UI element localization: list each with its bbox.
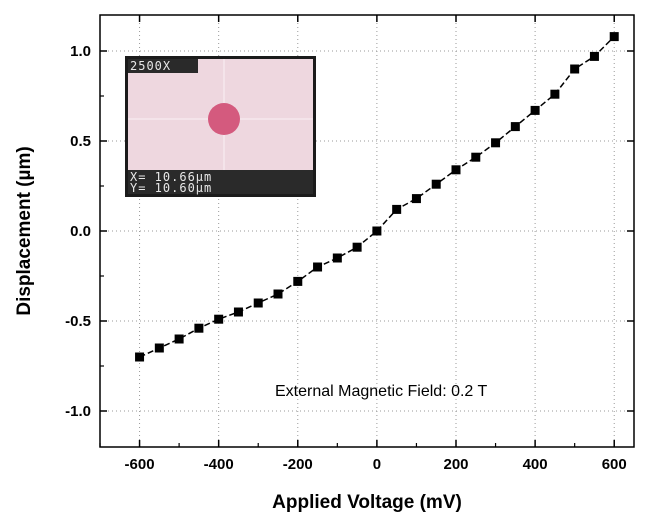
data-point bbox=[352, 242, 362, 252]
x-tick-label: -200 bbox=[283, 456, 313, 473]
data-point bbox=[293, 276, 303, 286]
magnification-badge bbox=[128, 59, 198, 73]
data-point bbox=[491, 138, 501, 148]
x-tick-label: 600 bbox=[602, 456, 627, 473]
y-tick-label: 0.0 bbox=[70, 223, 91, 240]
x-tick-labels: -600 -400 -200 0 200 400 600 bbox=[125, 456, 627, 473]
data-point bbox=[253, 298, 263, 308]
data-point bbox=[372, 226, 382, 236]
data-point bbox=[510, 122, 520, 132]
data-point bbox=[332, 253, 342, 263]
data-point bbox=[135, 352, 145, 362]
sample-dot bbox=[208, 103, 240, 135]
field-annotation: External Magnetic Field: 0.2 T bbox=[275, 383, 487, 400]
data-point bbox=[530, 105, 540, 115]
y-tick-label: -0.5 bbox=[65, 313, 91, 330]
data-point bbox=[570, 64, 580, 74]
x-tick-label: -400 bbox=[204, 456, 234, 473]
data-point bbox=[589, 51, 599, 61]
data-point bbox=[214, 314, 224, 324]
y-tick-label: 1.0 bbox=[70, 43, 91, 60]
data-point bbox=[471, 152, 481, 162]
y-tick-label: 0.5 bbox=[70, 133, 91, 150]
data-point bbox=[550, 89, 560, 99]
data-point bbox=[431, 179, 441, 189]
data-point bbox=[194, 323, 204, 333]
y-readout: Y= 10.60µm bbox=[130, 181, 212, 195]
magnification-label: 2500X bbox=[130, 59, 171, 73]
x-readout: X= 10.66µm bbox=[130, 170, 212, 184]
x-tick-label: 0 bbox=[373, 456, 381, 473]
microscope-inset: 2500X X= 10.66µm Y= 10.60µm bbox=[125, 56, 316, 197]
y-tick-label: -1.0 bbox=[65, 403, 91, 420]
data-point bbox=[273, 289, 283, 299]
readout-panel bbox=[128, 170, 313, 194]
series-markers bbox=[135, 32, 619, 362]
x-tick-label: -600 bbox=[125, 456, 155, 473]
data-point bbox=[451, 165, 461, 175]
axis-ticks bbox=[99, 15, 634, 447]
y-tick-labels: -1.0 -0.5 0.0 0.5 1.0 bbox=[65, 43, 91, 420]
data-point bbox=[609, 32, 619, 42]
data-point bbox=[392, 204, 402, 214]
data-point bbox=[313, 262, 323, 272]
data-point bbox=[154, 343, 164, 353]
x-tick-label: 200 bbox=[443, 456, 468, 473]
y-axis-title: Displacement (µm) bbox=[14, 146, 35, 315]
data-point bbox=[174, 334, 184, 344]
data-point bbox=[411, 194, 421, 204]
x-tick-label: 400 bbox=[523, 456, 548, 473]
data-point bbox=[233, 307, 243, 317]
x-axis-title: Applied Voltage (mV) bbox=[272, 492, 462, 513]
